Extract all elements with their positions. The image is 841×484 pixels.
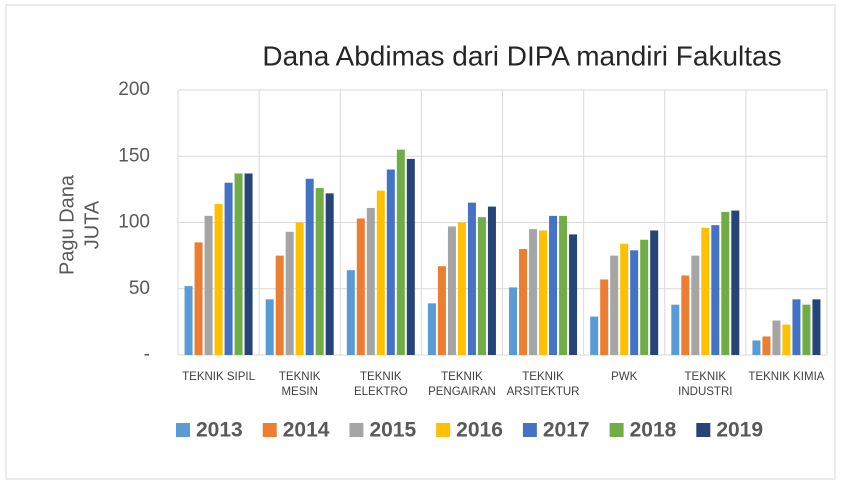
bar xyxy=(376,190,385,355)
bar xyxy=(802,304,811,355)
bar xyxy=(275,255,284,355)
y-tick-label: - xyxy=(144,344,150,365)
bar xyxy=(671,304,680,355)
bar xyxy=(477,217,486,355)
bar xyxy=(701,227,710,355)
bar xyxy=(640,239,649,355)
bar xyxy=(406,158,415,355)
y-axis-label: Pagu Dana xyxy=(56,174,78,275)
x-tick-label: TEKNIK PENGAIRAN xyxy=(428,371,496,398)
bar xyxy=(356,218,365,355)
x-tick-label: TEKNIK INDUSTRI xyxy=(678,371,733,398)
bar xyxy=(711,225,720,355)
bar xyxy=(650,230,659,355)
bar xyxy=(620,243,629,355)
bar xyxy=(457,222,466,355)
bar xyxy=(731,210,740,355)
bar xyxy=(315,188,324,355)
bar xyxy=(782,324,791,355)
bar xyxy=(630,250,639,355)
x-tick-label: TEKNIK ELEKTRO xyxy=(353,371,408,398)
bar xyxy=(234,173,243,355)
legend-swatch xyxy=(436,423,451,437)
bar xyxy=(244,173,253,355)
y-tick-label: 50 xyxy=(129,278,150,299)
bar xyxy=(509,287,518,355)
bar xyxy=(529,229,538,355)
legend-swatch xyxy=(696,423,711,437)
bar xyxy=(752,340,761,355)
legend-label: 2019 xyxy=(716,419,763,442)
legend-swatch xyxy=(176,423,190,437)
bar xyxy=(204,215,213,355)
legend-label: 2014 xyxy=(283,419,330,442)
bar xyxy=(772,320,781,355)
bar xyxy=(447,226,456,355)
chart-title: Dana Abdimas dari DIPA mandiri Fakultas xyxy=(262,40,781,71)
bar xyxy=(285,231,294,355)
bar xyxy=(295,222,304,355)
bar xyxy=(600,279,609,355)
bar xyxy=(346,270,355,355)
bar xyxy=(539,230,548,355)
y-tick-label: 100 xyxy=(118,212,150,233)
x-tick-label: TEKNIK MESIN xyxy=(278,371,321,398)
legend-label: 2015 xyxy=(369,419,416,442)
legend-label: 2017 xyxy=(543,419,590,442)
y-tick-label: 200 xyxy=(118,79,150,100)
legend-label: 2013 xyxy=(196,419,243,442)
bar xyxy=(396,149,405,355)
bar xyxy=(721,211,730,355)
bar xyxy=(366,207,375,355)
bar xyxy=(681,275,690,355)
bar xyxy=(792,299,801,355)
bar xyxy=(325,193,334,355)
bar xyxy=(487,206,496,355)
legend-swatch xyxy=(609,423,624,437)
x-tick-label: PWK xyxy=(611,371,638,383)
bar xyxy=(519,249,528,355)
chart-border xyxy=(5,4,836,480)
bar xyxy=(569,234,578,355)
bar xyxy=(427,303,436,355)
bar xyxy=(224,182,233,355)
bar xyxy=(691,255,700,355)
bar xyxy=(610,255,619,355)
bar xyxy=(265,299,274,355)
bar xyxy=(437,266,446,355)
x-tick-label: TEKNIK SIPIL xyxy=(182,371,255,383)
y-tick-label: 150 xyxy=(118,145,150,166)
bar xyxy=(184,286,193,355)
legend-swatch xyxy=(522,423,537,437)
bar xyxy=(214,203,223,355)
legend-swatch xyxy=(262,423,277,437)
legend-swatch xyxy=(349,423,364,437)
y-axis-label: JUTA xyxy=(81,200,103,249)
bar xyxy=(590,316,599,355)
bar xyxy=(762,336,771,355)
bar xyxy=(559,215,568,355)
bar xyxy=(305,178,314,355)
bar xyxy=(812,299,821,355)
bar xyxy=(194,242,203,355)
legend-label: 2018 xyxy=(630,419,677,442)
x-tick-label: TEKNIK KIMIA xyxy=(748,371,825,383)
bar xyxy=(549,215,558,355)
bar xyxy=(386,169,395,355)
bar xyxy=(467,202,476,355)
legend-label: 2016 xyxy=(456,419,503,442)
x-tick-label: TEKNIK ARSITEKTUR xyxy=(506,371,580,398)
